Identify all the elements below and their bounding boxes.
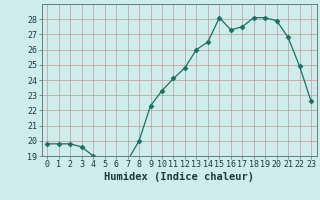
X-axis label: Humidex (Indice chaleur): Humidex (Indice chaleur) (104, 172, 254, 182)
